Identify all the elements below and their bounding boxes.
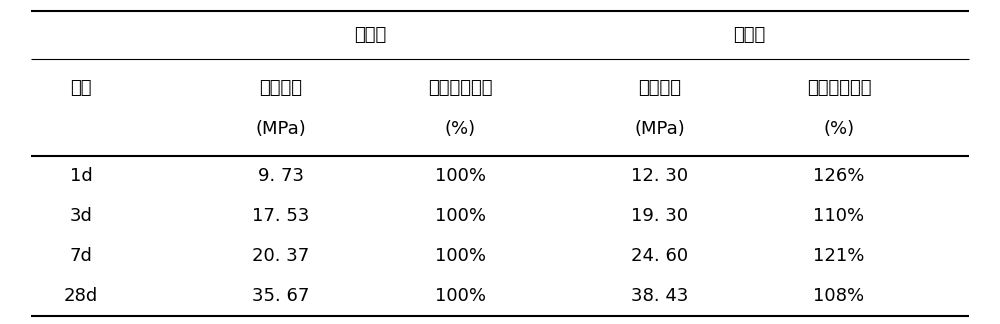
- Text: 1d: 1d: [70, 167, 93, 185]
- Text: 7d: 7d: [70, 247, 93, 265]
- Text: 9. 73: 9. 73: [258, 167, 304, 185]
- Text: 抗压强度: 抗压强度: [259, 79, 302, 97]
- Text: 24. 60: 24. 60: [631, 247, 688, 265]
- Text: 100%: 100%: [435, 287, 486, 305]
- Text: 17. 53: 17. 53: [252, 207, 309, 225]
- Text: 龄期: 龄期: [70, 79, 92, 97]
- Text: 抗压强度: 抗压强度: [638, 79, 681, 97]
- Text: 100%: 100%: [435, 207, 486, 225]
- Text: 相对抗压强度: 相对抗压强度: [807, 79, 871, 97]
- Text: 100%: 100%: [435, 247, 486, 265]
- Text: 35. 67: 35. 67: [252, 287, 309, 305]
- Text: 12. 30: 12. 30: [631, 167, 688, 185]
- Text: 100%: 100%: [435, 167, 486, 185]
- Text: 121%: 121%: [813, 247, 865, 265]
- Text: 3d: 3d: [70, 207, 93, 225]
- Text: 38. 43: 38. 43: [631, 287, 688, 305]
- Text: (MPa): (MPa): [255, 120, 306, 138]
- Text: 110%: 110%: [813, 207, 865, 225]
- Text: 126%: 126%: [813, 167, 865, 185]
- Text: 实验组: 实验组: [733, 26, 765, 44]
- Text: (%): (%): [445, 120, 476, 138]
- Text: 相对抗压强度: 相对抗压强度: [428, 79, 492, 97]
- Text: 20. 37: 20. 37: [252, 247, 309, 265]
- Text: (MPa): (MPa): [634, 120, 685, 138]
- Text: (%): (%): [823, 120, 855, 138]
- Text: 108%: 108%: [813, 287, 865, 305]
- Text: 28d: 28d: [64, 287, 98, 305]
- Text: 对照组: 对照组: [354, 26, 386, 44]
- Text: 19. 30: 19. 30: [631, 207, 688, 225]
